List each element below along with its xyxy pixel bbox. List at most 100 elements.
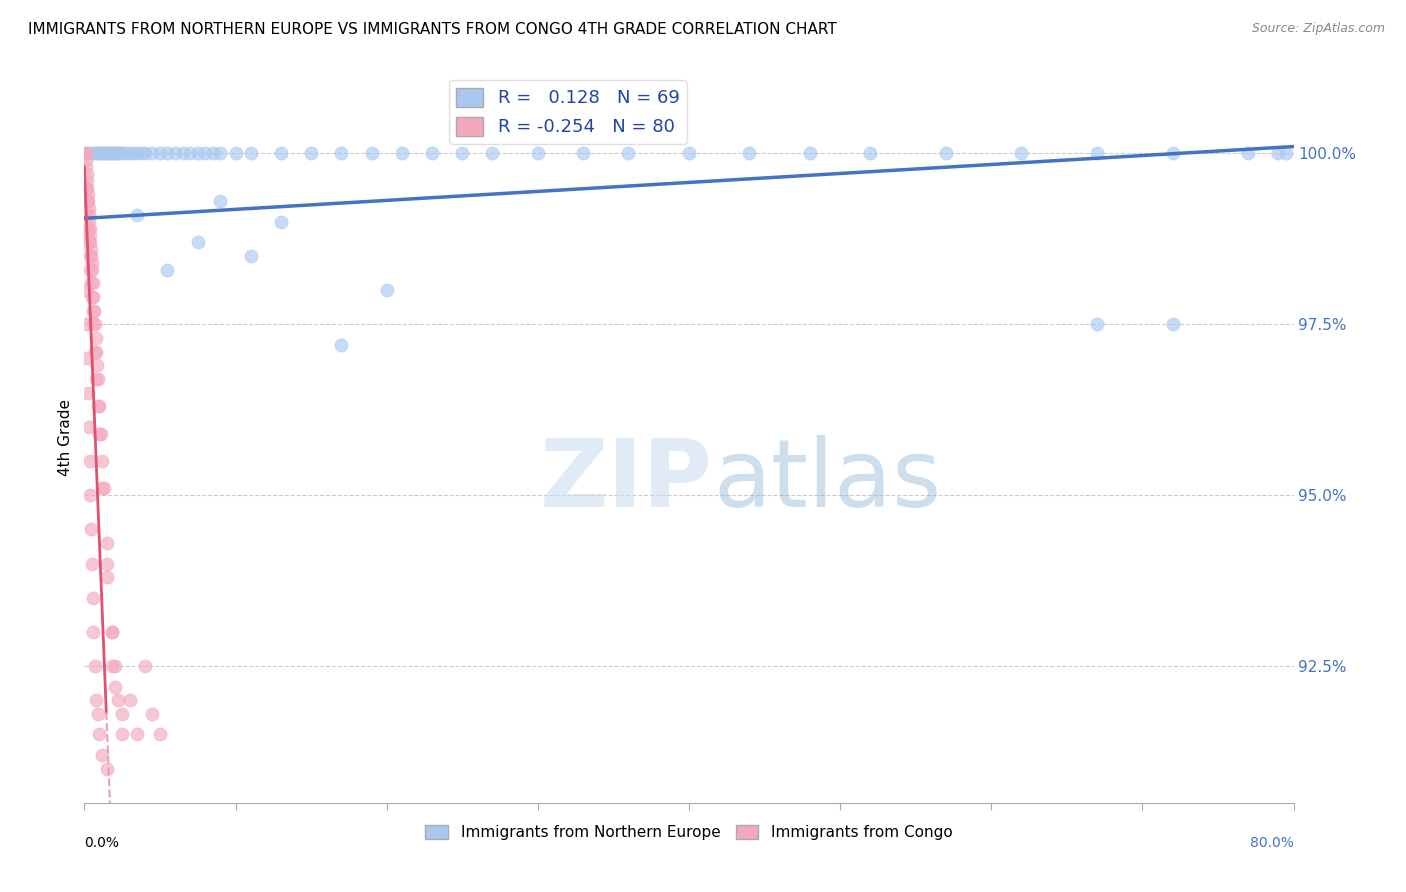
Point	[87, 372, 110, 386]
Point	[86, 344, 108, 359]
Point	[77, 194, 100, 209]
Point	[111, 146, 134, 161]
Point	[80, 242, 103, 256]
Point	[89, 400, 111, 414]
Point	[209, 146, 232, 161]
Point	[80, 262, 103, 277]
Text: IMMIGRANTS FROM NORTHERN EUROPE VS IMMIGRANTS FROM CONGO 4TH GRADE CORRELATION C: IMMIGRANTS FROM NORTHERN EUROPE VS IMMIG…	[28, 22, 837, 37]
Point	[77, 201, 100, 215]
Point	[111, 706, 134, 721]
Point	[98, 146, 121, 161]
Text: 0.0%: 0.0%	[84, 836, 120, 850]
Point	[86, 359, 108, 373]
Point	[194, 146, 217, 161]
Point	[80, 256, 103, 270]
Point	[149, 146, 172, 161]
Point	[77, 420, 100, 434]
Y-axis label: 4th Grade: 4th Grade	[58, 399, 73, 475]
Point	[87, 146, 110, 161]
Point	[96, 570, 118, 584]
Point	[1275, 146, 1298, 161]
Point	[76, 351, 98, 366]
Point	[141, 706, 163, 721]
Point	[77, 215, 100, 229]
Point	[100, 624, 122, 639]
Point	[149, 727, 172, 741]
Point	[451, 146, 474, 161]
Point	[82, 290, 104, 304]
Point	[127, 146, 149, 161]
Point	[859, 146, 882, 161]
Point	[80, 249, 103, 263]
Point	[134, 146, 156, 161]
Point	[91, 747, 114, 762]
Point	[100, 659, 122, 673]
Point	[330, 146, 353, 161]
Point	[104, 146, 127, 161]
Point	[799, 146, 821, 161]
Point	[104, 659, 127, 673]
Point	[76, 174, 98, 188]
Point	[89, 146, 111, 161]
Point	[84, 659, 107, 673]
Point	[187, 235, 209, 250]
Point	[79, 454, 101, 468]
Point	[75, 160, 97, 174]
Point	[391, 146, 413, 161]
Point	[239, 146, 262, 161]
Point	[127, 727, 149, 741]
Point	[82, 303, 104, 318]
Point	[80, 146, 103, 161]
Point	[79, 228, 101, 243]
Point	[79, 262, 101, 277]
Point	[77, 385, 100, 400]
Point	[76, 318, 98, 332]
Point	[156, 262, 179, 277]
Point	[82, 591, 104, 605]
Point	[118, 693, 141, 707]
Point	[77, 146, 100, 161]
Point	[96, 762, 118, 776]
Point	[79, 235, 101, 250]
Point	[77, 221, 100, 235]
Point	[82, 277, 104, 291]
Point	[156, 146, 179, 161]
Point	[93, 146, 115, 161]
Point	[100, 146, 122, 161]
Point	[187, 146, 209, 161]
Point	[91, 146, 114, 161]
Point	[82, 624, 104, 639]
Point	[201, 146, 224, 161]
Point	[80, 522, 103, 536]
Point	[105, 146, 128, 161]
Point	[239, 249, 262, 263]
Point	[87, 400, 110, 414]
Point	[82, 318, 104, 332]
Point	[100, 624, 122, 639]
Point	[84, 344, 107, 359]
Point	[107, 146, 129, 161]
Point	[83, 303, 105, 318]
Point	[121, 146, 143, 161]
Point	[84, 318, 107, 332]
Point	[96, 536, 118, 550]
Point	[91, 454, 114, 468]
Point	[1161, 146, 1184, 161]
Point	[75, 180, 97, 194]
Point	[80, 557, 103, 571]
Point	[96, 146, 118, 161]
Point	[75, 146, 97, 161]
Point	[107, 693, 129, 707]
Point	[127, 208, 149, 222]
Point	[79, 221, 101, 235]
Point	[481, 146, 503, 161]
Text: Source: ZipAtlas.com: Source: ZipAtlas.com	[1251, 22, 1385, 36]
Text: atlas: atlas	[713, 435, 942, 527]
Point	[738, 146, 761, 161]
Point	[360, 146, 382, 161]
Point	[1085, 146, 1108, 161]
Point	[94, 146, 117, 161]
Point	[96, 557, 118, 571]
Point	[165, 146, 187, 161]
Point	[209, 194, 232, 209]
